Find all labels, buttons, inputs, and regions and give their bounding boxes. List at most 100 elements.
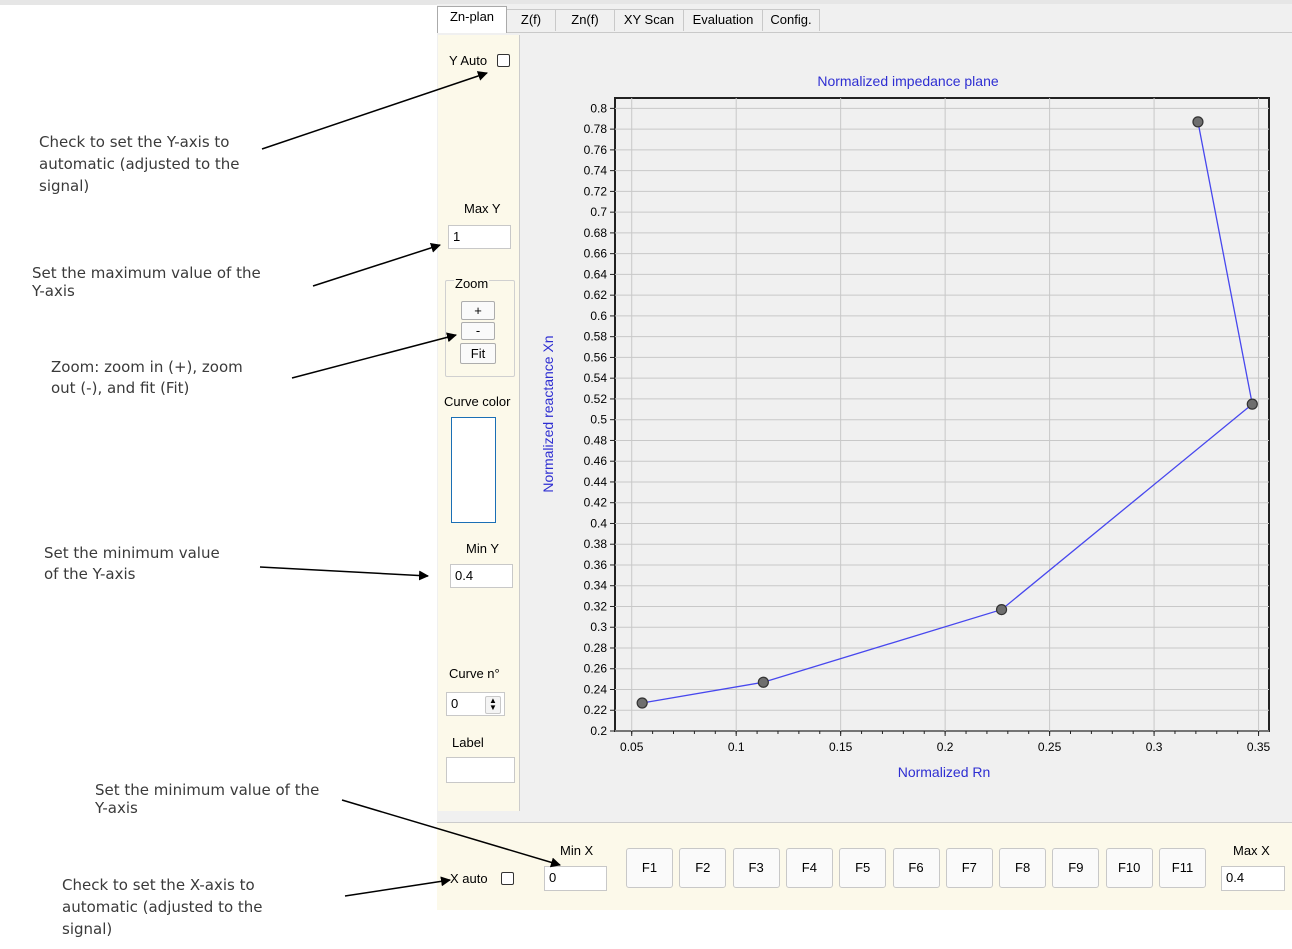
zoom-out-button[interactable]: - [461,322,495,340]
arrow-x-auto [344,876,451,897]
annotation-y-auto: Check to set the Y-axis to automatic (ad… [39,133,240,195]
annotation-min-x: Set the minimum value of the Y-axis [95,781,320,817]
curve-number-stepper[interactable]: 0 ▲ ▼ [446,692,505,716]
y-tick-label: 0.46 [584,454,608,468]
stepper-arrows-icon[interactable]: ▲ ▼ [485,696,501,714]
y-tick-label: 0.68 [584,226,608,240]
annotation-max-y: Set the maximum value of the Y-axis [32,264,261,300]
data-point[interactable] [1192,116,1204,128]
y-tick-label: 0.6 [590,309,607,323]
tab-zn-plan[interactable]: Zn-plan [437,6,507,33]
data-point[interactable] [995,603,1008,616]
min-x-input[interactable]: 0 [544,866,607,891]
function-button-f7[interactable]: F7 [945,848,993,888]
y-tick-label: 0.26 [584,662,608,676]
zoom-in-button[interactable]: + [461,301,495,320]
y-tick-label: 0.52 [584,392,608,406]
y-tick-label: 0.32 [584,599,608,613]
max-y-input[interactable]: 1 [448,225,511,249]
chart-area: 0.2 0.22 0.24 0.26 0.28 0.3 0.32 0.34 0.36 0.38 0.… [521,40,1292,812]
x-tick-label: 0.35 [1247,740,1271,754]
x-tick-label: 0.15 [829,740,853,754]
function-button-f5[interactable]: F5 [839,848,887,888]
annotation-zoom: Zoom: zoom in (+), zoom out (-), and fit… [51,358,243,397]
y-tick-label: 0.24 [584,682,608,696]
tab-xy-scan[interactable]: XY Scan [614,9,684,31]
x-axis-title: Normalized Rn [898,764,991,780]
min-y-input[interactable]: 0.4 [450,564,513,588]
y-tick-label: 0.62 [584,288,608,302]
y-tick-label: 0.48 [584,433,608,447]
min-x-label: Min X [560,843,594,858]
curve-number-value: 0 [451,696,459,711]
y-tick-label: 0.34 [584,579,608,593]
y-tick-label: 0.3 [590,620,607,634]
y-tick-label: 0.64 [584,267,608,281]
curve-color-label: Curve color [444,394,511,409]
function-button-f9[interactable]: F9 [1052,848,1100,888]
function-button-f6[interactable]: F6 [892,848,940,888]
y-auto-checkbox[interactable] [497,54,510,67]
tab-bar: Zn-plan Z(f) Zn(f) XY Scan Evaluation Co… [437,4,1292,33]
y-tick-label: 0.58 [584,330,608,344]
y-tick-label: 0.44 [584,475,608,489]
top-strip [0,0,1292,5]
x-tick-label: 0.2 [937,740,954,754]
zoom-fit-button[interactable]: Fit [460,343,496,364]
zoom-label: Zoom [454,276,490,291]
y-tick-label: 0.4 [590,516,607,530]
x-tick-label: 0.1 [728,740,745,754]
data-point[interactable] [636,697,648,709]
function-button-f3[interactable]: F3 [732,848,780,888]
curve-number-label: Curve n° [449,666,500,681]
max-x-input[interactable]: 0.4 [1221,866,1285,891]
arrow-zoom [291,332,457,379]
data-series [636,116,1258,709]
y-tick-label: 0.72 [584,184,608,198]
min-y-label: Min Y [466,541,499,556]
tab-evaluation[interactable]: Evaluation [683,9,763,31]
function-button-f4[interactable]: F4 [785,848,833,888]
y-tick-label: 0.36 [584,558,608,572]
x-tick-label: 0.25 [1038,740,1062,754]
function-button-f11[interactable]: F11 [1159,848,1206,888]
curve-color-swatch[interactable] [451,417,496,523]
y-tick-label: 0.5 [590,413,607,427]
bottom-control-panel: X auto Min X 0 F1 F2 F3 F4 F5 F6 F7 F8 F9 F10 F11 … [437,822,1292,910]
y-tick-label: 0.7 [590,205,607,219]
y-axis-title: Normalized reactance Xn [540,335,556,492]
label-input[interactable] [446,757,515,783]
app-window: Zn-plan Z(f) Zn(f) XY Scan Evaluation Co… [437,4,1292,910]
impedance-plane-chart: 0.2 0.22 0.24 0.26 0.28 0.3 0.32 0.34 0.36 0.38 0.… [540,73,1271,780]
y-tick-label: 0.2 [590,724,607,738]
zoom-group: Zoom + - Fit [445,276,515,377]
data-point[interactable] [757,676,769,688]
y-auto-label: Y Auto [449,53,488,68]
function-button-f2[interactable]: F2 [679,848,727,888]
function-button-f8[interactable]: F8 [999,848,1047,888]
y-tick-label: 0.66 [584,247,608,261]
arrow-max-y [312,243,441,287]
tab-config[interactable]: Config. [762,9,820,31]
left-control-panel: Y Auto Max Y 1 Zoom + - Fit Curve color … [438,35,520,811]
annotation-min-y: Set the minimum value of the Y-axis [44,544,220,583]
chart-title: Normalized impedance plane [817,73,999,89]
x-tick-label: 0.3 [1146,740,1163,754]
y-tick-label: 0.74 [584,164,608,178]
function-button-f1[interactable]: F1 [626,848,673,888]
arrow-min-y [259,566,429,581]
function-button-f10[interactable]: F10 [1105,848,1153,888]
tab-z-f[interactable]: Z(f) [506,9,556,31]
plot-frame [614,97,1270,732]
y-tick-label: 0.78 [584,122,608,136]
y-tick-label: 0.42 [584,496,608,510]
tab-zn-f[interactable]: Zn(f) [555,9,615,31]
data-point[interactable] [1246,398,1258,410]
y-tick-label: 0.38 [584,537,608,551]
x-auto-label: X auto [450,871,488,886]
max-y-label: Max Y [464,201,501,216]
x-auto-checkbox[interactable] [501,872,514,885]
y-tick-label: 0.76 [584,143,608,157]
label-field-label: Label [452,735,484,750]
y-tick-label: 0.56 [584,350,608,364]
